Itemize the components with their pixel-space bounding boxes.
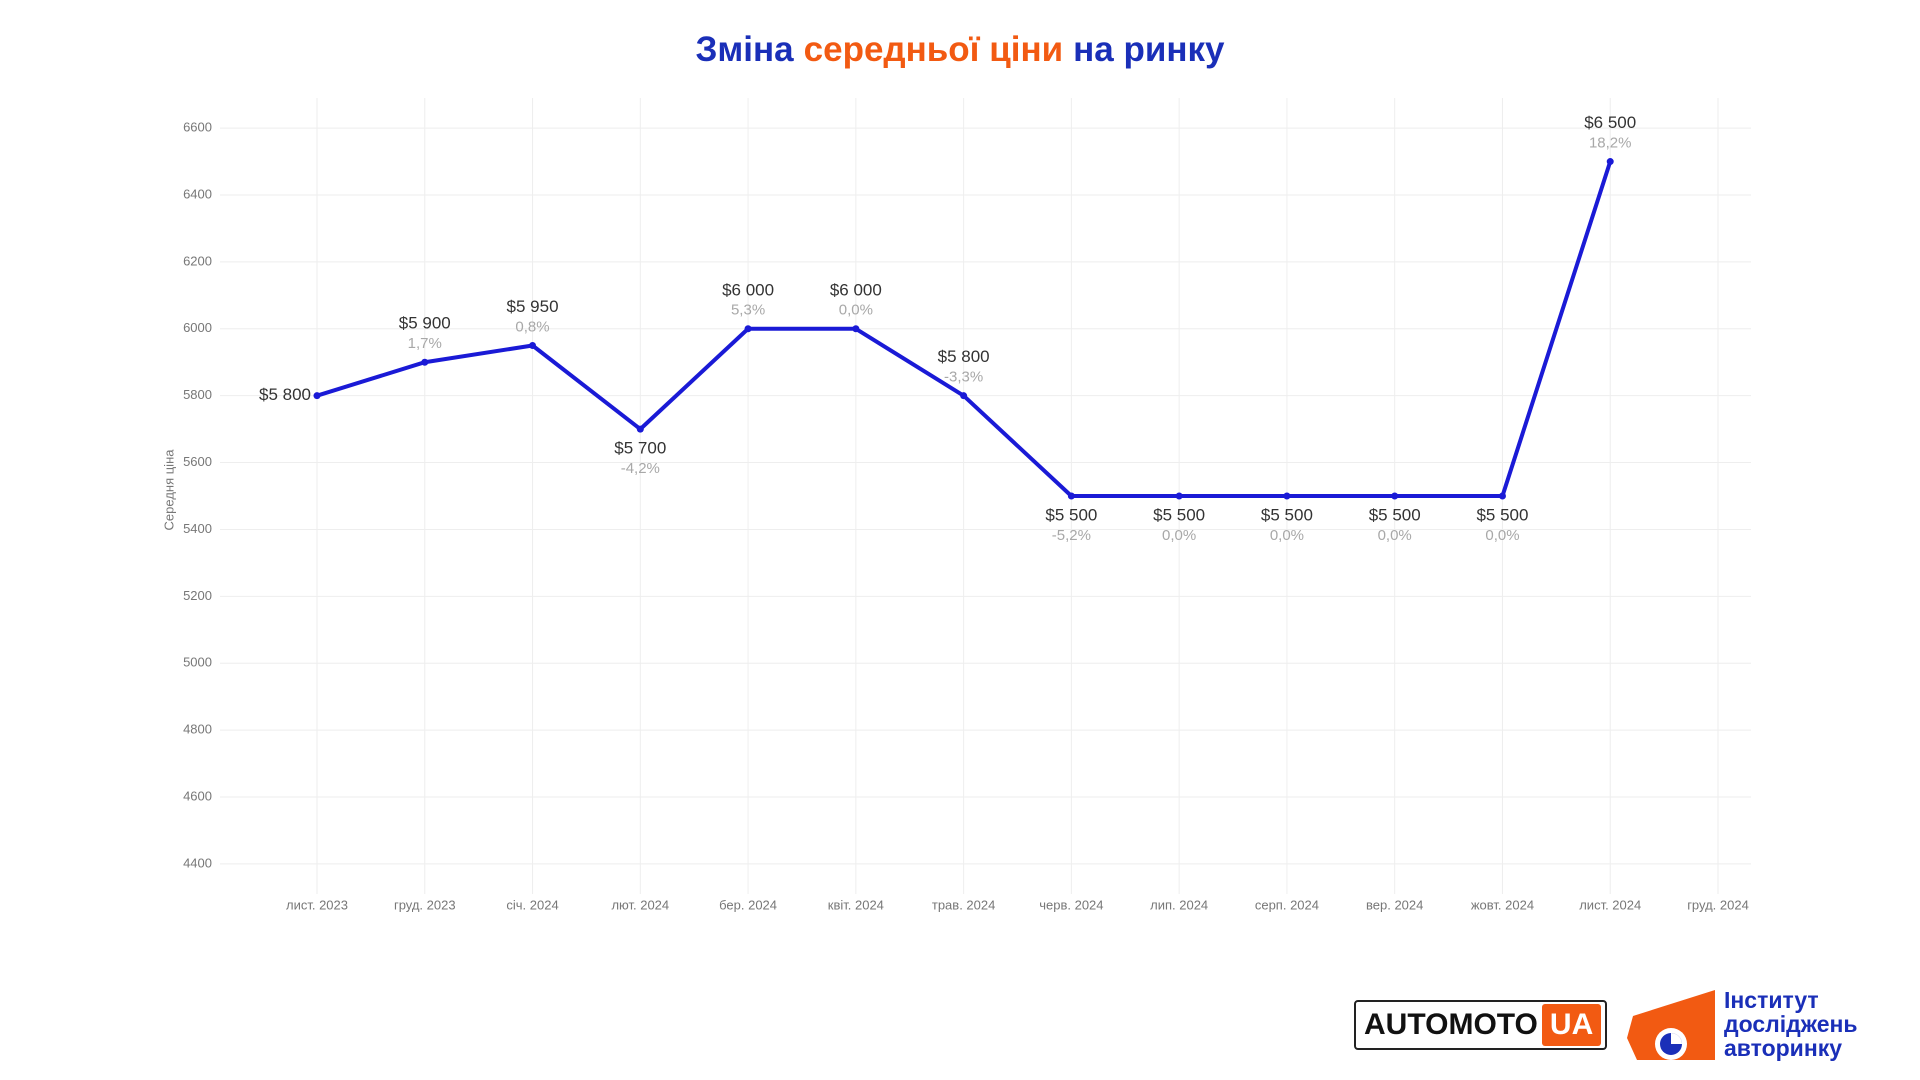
change-label: 0,0% [1270,527,1304,544]
x-tick-label: черв. 2024 [1039,897,1103,912]
logo-text: UA [1541,1004,1602,1046]
change-label: 0,0% [1485,527,1519,544]
title-part: Зміна [695,30,794,69]
y-tick-label: 6400 [183,186,212,201]
point [852,325,860,333]
y-tick-label: 6600 [183,120,212,135]
x-tick-label: лист. 2024 [1579,897,1641,912]
y-tick-label: 4600 [183,788,212,803]
change-label: -4,2% [621,460,660,477]
x-tick-label: бер. 2024 [719,897,777,912]
value-label: $5 700 [614,439,666,458]
value-label: $5 500 [1153,505,1205,524]
x-tick-label: лип. 2024 [1150,897,1208,912]
point [1391,492,1399,500]
x-tick-label: квіт. 2024 [828,897,884,912]
x-tick-label: трав. 2024 [932,897,995,912]
value-label: $5 800 [938,347,990,366]
chart-title: Зміна середньої ціни на ринку [0,30,1920,70]
point [1498,492,1506,500]
change-label: -5,2% [1052,527,1091,544]
logo-line: авторинку [1724,1035,1843,1061]
value-label: $5 500 [1261,505,1313,524]
point [1606,158,1614,166]
point [636,425,644,433]
logo-line: досліджень [1724,1011,1858,1037]
y-tick-label: 5600 [183,454,212,469]
y-tick-label: 4400 [183,855,212,870]
value-label: $6 000 [830,280,882,299]
value-label: $5 500 [1045,505,1097,524]
x-tick-label: лют. 2024 [611,897,669,912]
title-part: середньої ціни [803,30,1064,69]
logo-line: Інститут [1724,987,1819,1013]
y-tick-label: 5400 [183,521,212,536]
value-label: $5 950 [507,297,559,316]
point [421,358,429,366]
y-tick-label: 5000 [183,655,212,670]
change-label: 5,3% [731,302,765,319]
x-tick-label: серп. 2024 [1255,897,1319,912]
title-part: на ринку [1073,30,1225,69]
y-tick-label: 5800 [183,387,212,402]
y-tick-label: 5200 [183,588,212,603]
point [960,392,968,400]
y-tick-label: 4800 [183,722,212,737]
change-label: 0,8% [515,318,549,335]
y-tick-label: 6200 [183,253,212,268]
chart: 4400 4600 4800 5000 5200 5400 5600 5800 6000 6200… [161,98,1751,912]
x-tick-label: груд. 2023 [394,897,456,912]
point [1067,492,1075,500]
change-label: 1,7% [408,335,442,352]
point [1175,492,1183,500]
value-label: $5 500 [1476,505,1528,524]
change-label: 18,2% [1589,135,1632,152]
value-label: $5 500 [1369,505,1421,524]
y-axis-label: Середня ціна [161,449,176,531]
value-label: $6 500 [1584,113,1636,132]
change-label: 0,0% [1162,527,1196,544]
x-tick-label: лист. 2023 [286,897,348,912]
value-label: $5 900 [399,314,451,333]
x-tick-label: жовт. 2024 [1471,897,1534,912]
point [744,325,752,333]
logo-text: AUTOMOTO [1364,1008,1538,1041]
point [529,341,537,349]
institute-text: Інститут досліджень авторинку [1724,988,1858,1060]
value-label: $5 800 [259,385,311,404]
change-label: -3,3% [944,369,983,386]
x-tick-label: груд. 2024 [1687,897,1749,912]
institute-logo: Інститут досліджень авторинку [1625,988,1895,1064]
change-label: 0,0% [1378,527,1412,544]
x-tick-label: вер. 2024 [1366,897,1423,912]
point [1283,492,1291,500]
value-label: $6 000 [722,280,774,299]
y-tick-label: 6000 [183,320,212,335]
x-tick-label: січ. 2024 [506,897,558,912]
automoto-logo: AUTOMOTO UA [1354,1000,1608,1050]
institute-icon [1627,990,1715,1060]
change-label: 0,0% [839,302,873,319]
point [313,392,321,400]
